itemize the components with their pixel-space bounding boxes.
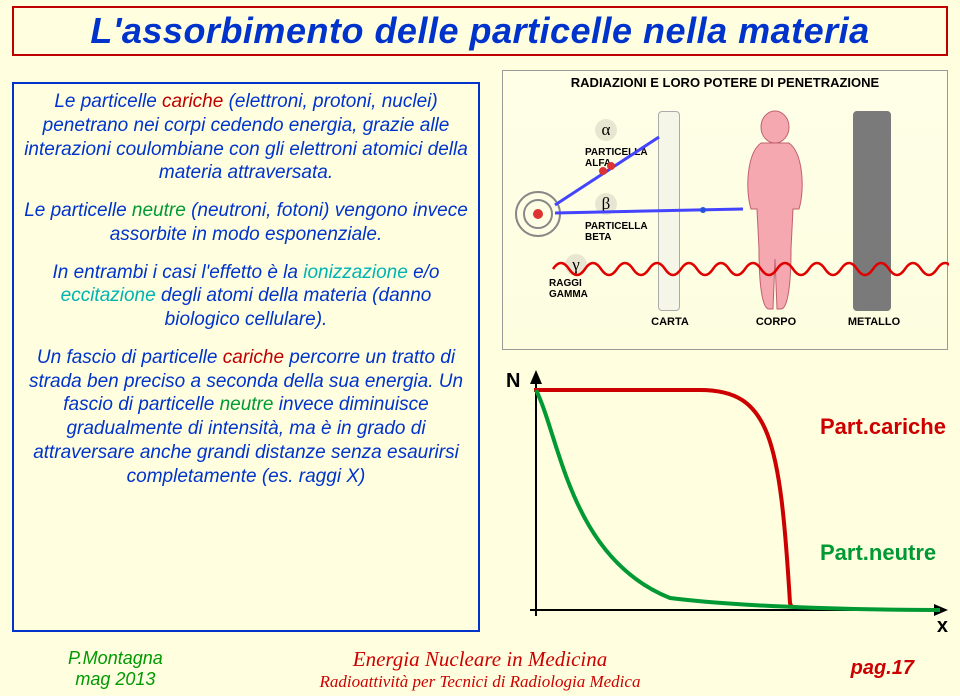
rays-overlay — [503, 71, 949, 351]
paragraph-1: Le particelle cariche (elettroni, proton… — [22, 90, 470, 185]
neutre-curve-label: Part.neutre — [820, 540, 936, 566]
paragraph-2: Le particelle neutre (neutroni, fotoni) … — [22, 199, 470, 247]
x-axis-label: x — [937, 615, 948, 638]
slide-title: L'assorbimento delle particelle nella ma… — [90, 10, 869, 51]
footer-center: Energia Nucleare in Medicina Radioattivi… — [0, 647, 960, 692]
chart-svg — [500, 358, 950, 640]
absorption-chart: N x Part.cariche Part.neutre — [500, 358, 950, 640]
penetration-diagram: RADIAZIONI E LORO POTERE DI PENETRAZIONE… — [502, 70, 948, 350]
slide-footer: P.Montagna mag 2013 Energia Nucleare in … — [0, 640, 960, 696]
slide-title-box: L'assorbimento delle particelle nella ma… — [12, 6, 948, 56]
cariche-curve-label: Part.cariche — [820, 414, 946, 440]
paragraph-3: In entrambi i casi l'effetto è la ionizz… — [22, 261, 470, 332]
y-axis-label: N — [506, 370, 520, 393]
text-panel: Le particelle cariche (elettroni, proton… — [12, 82, 480, 632]
paragraph-4: Un fascio di particelle cariche percorre… — [22, 346, 470, 489]
page-number: pag.17 — [851, 657, 914, 680]
